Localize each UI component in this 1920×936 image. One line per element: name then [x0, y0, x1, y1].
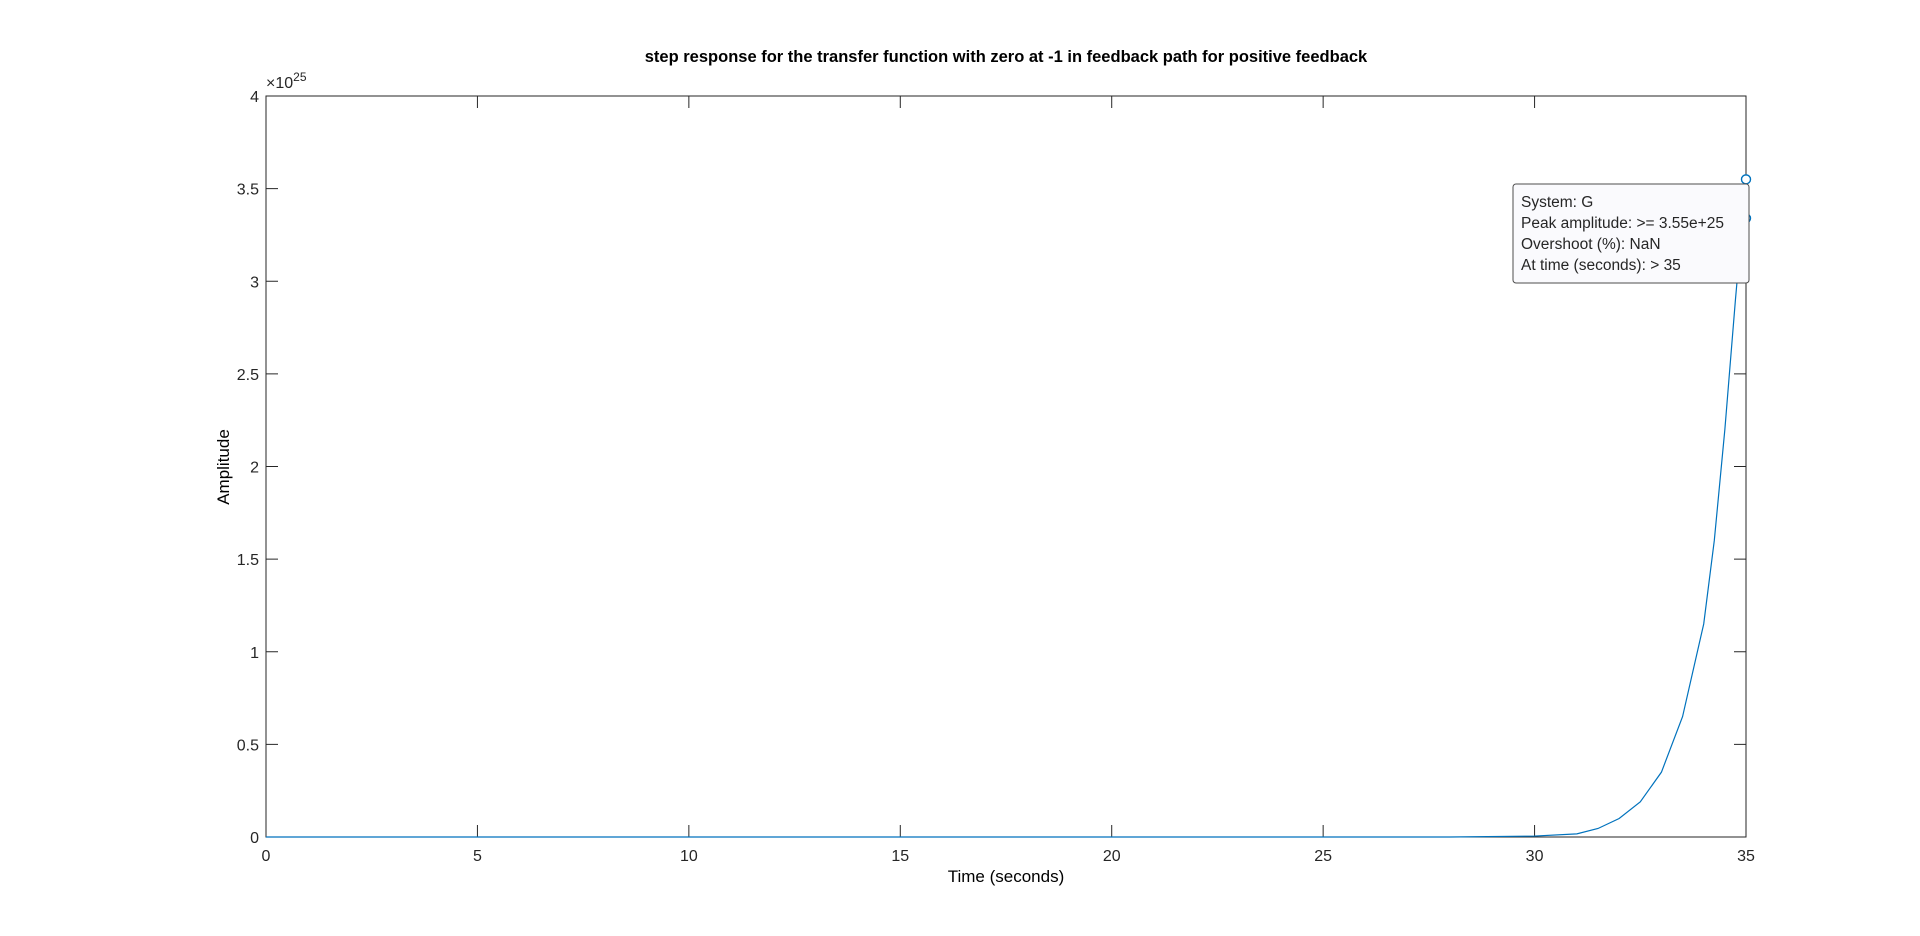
- y-axis-exponent-power: 25: [293, 70, 307, 84]
- x-tick-label: 35: [1737, 848, 1755, 865]
- y-axis-label: Amplitude: [214, 429, 233, 505]
- datatip-line-time: At time (seconds): > 35: [1521, 257, 1681, 274]
- y-tick-label: 0.5: [237, 737, 259, 754]
- x-tick-label: 5: [473, 848, 482, 865]
- x-tick-label: 20: [1103, 848, 1121, 865]
- x-tick-label: 0: [262, 848, 271, 865]
- x-tick-label: 10: [680, 848, 698, 865]
- datatip[interactable]: System: G Peak amplitude: >= 3.55e+25 Ov…: [1513, 184, 1749, 283]
- y-tick-label: 4: [250, 89, 259, 106]
- y-tick-label: 3: [250, 274, 259, 291]
- y-axis-exponent: ×1025: [266, 70, 307, 92]
- datatip-line-system: System: G: [1521, 194, 1593, 211]
- datatip-line-peak: Peak amplitude: >= 3.55e+25: [1521, 215, 1724, 232]
- y-tick-label: 2.5: [237, 367, 259, 384]
- y-tick-label: 1.5: [237, 552, 259, 569]
- y-tick-label: 1: [250, 645, 259, 662]
- chart-title: step response for the transfer function …: [645, 48, 1368, 66]
- y-tick-label: 3.5: [237, 182, 259, 199]
- x-tick-label: 30: [1526, 848, 1544, 865]
- peak-marker[interactable]: [1742, 175, 1751, 184]
- y-tick-label: 0: [250, 830, 259, 847]
- y-tick-label: 2: [250, 460, 259, 477]
- x-tick-label: 25: [1314, 848, 1332, 865]
- x-tick-label: 15: [891, 848, 909, 865]
- y-axis-exponent-base: ×10: [266, 75, 293, 92]
- x-axis-label: Time (seconds): [948, 867, 1065, 886]
- datatip-line-overshoot: Overshoot (%): NaN: [1521, 236, 1661, 253]
